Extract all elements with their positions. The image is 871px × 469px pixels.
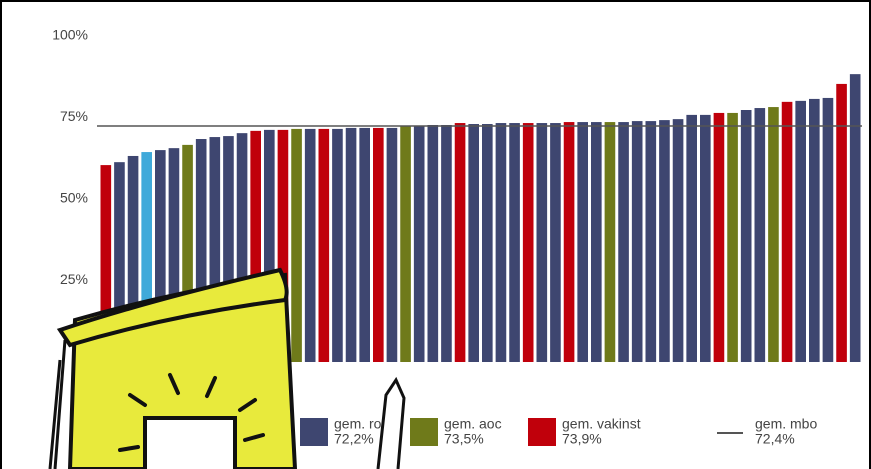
bar — [386, 127, 398, 362]
bar — [631, 121, 643, 362]
bar — [359, 127, 370, 362]
bar — [413, 125, 425, 362]
bar — [836, 83, 847, 362]
illustration — [48, 267, 406, 469]
legend-swatch — [410, 418, 438, 446]
bar — [427, 124, 439, 362]
bar — [264, 129, 275, 362]
bar — [822, 97, 834, 362]
bar — [809, 98, 820, 362]
bar — [468, 124, 479, 363]
bar — [155, 150, 166, 362]
legend-name: gem. roc — [334, 416, 388, 432]
bar — [577, 122, 588, 363]
bar — [618, 122, 629, 363]
bar — [740, 110, 752, 362]
bar — [781, 101, 793, 363]
bar — [345, 127, 357, 362]
bar — [672, 119, 684, 362]
bar — [591, 122, 602, 363]
bar — [400, 125, 411, 362]
legend-name: gem. mbo — [755, 416, 817, 432]
legend-value: 72,2% — [334, 431, 374, 447]
bar — [441, 124, 452, 362]
bar — [522, 123, 534, 363]
bar — [318, 128, 330, 362]
bar — [291, 128, 302, 362]
y-tick-label: 25% — [60, 271, 88, 287]
bar — [250, 130, 261, 362]
y-tick-label: 50% — [60, 190, 88, 206]
legend-name: gem. vakinst — [562, 416, 641, 432]
bar — [454, 123, 466, 363]
legend-swatch — [300, 418, 328, 446]
bar — [100, 165, 112, 362]
bar — [645, 121, 657, 362]
y-tick-label: 100% — [52, 27, 88, 43]
bar — [114, 162, 125, 362]
bar — [209, 137, 221, 362]
bar — [127, 155, 139, 362]
bar — [563, 122, 575, 363]
bar — [236, 133, 248, 362]
bar — [768, 107, 779, 363]
bar — [168, 148, 180, 362]
legend-swatch — [528, 418, 556, 446]
bar — [482, 124, 493, 363]
bar — [754, 108, 766, 363]
legend-value: 73,9% — [562, 431, 602, 447]
plot: 25% 50% 75% 100% — [52, 27, 862, 363]
bar — [195, 139, 207, 362]
bar — [795, 100, 806, 363]
bar — [604, 122, 616, 363]
y-tick-label: 75% — [60, 108, 88, 124]
bar — [727, 112, 738, 362]
bar — [536, 123, 548, 363]
bar — [373, 127, 384, 362]
legend-name: gem. aoc — [444, 416, 502, 432]
bar — [550, 123, 561, 363]
legend-value: 73,5% — [444, 431, 484, 447]
bar — [304, 128, 316, 362]
bar — [700, 114, 711, 362]
bar — [332, 128, 343, 362]
bar — [659, 120, 670, 362]
bar — [713, 112, 725, 362]
legend-value: 72,4% — [755, 431, 795, 447]
bar — [277, 129, 289, 362]
bar — [495, 123, 507, 363]
bar — [223, 136, 234, 362]
bar — [141, 152, 152, 362]
bar — [509, 123, 520, 363]
bar — [182, 144, 193, 362]
bar — [849, 74, 861, 362]
bar — [686, 114, 697, 362]
